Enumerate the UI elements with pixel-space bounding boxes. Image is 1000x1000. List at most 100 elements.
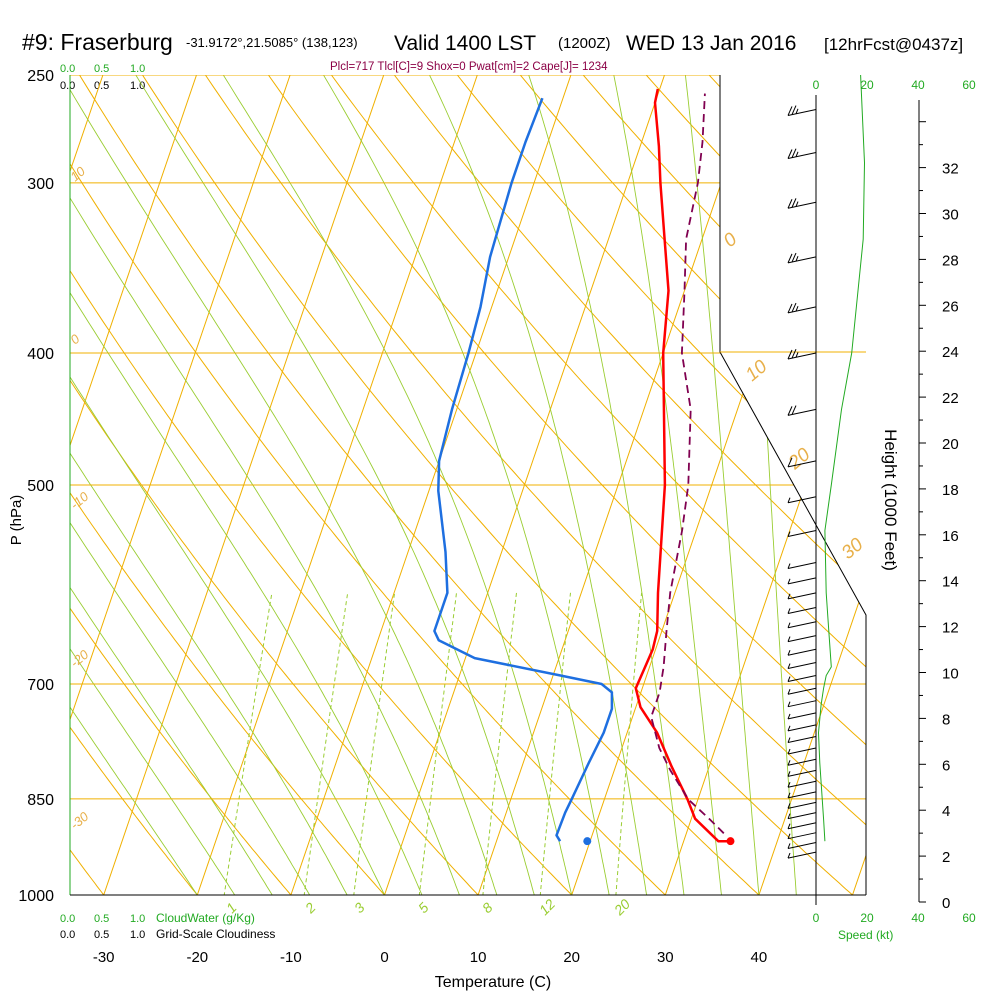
x-tick-label: 10: [470, 949, 487, 966]
wind-barb-flag: [787, 106, 793, 116]
height-tick-label: 12: [942, 620, 959, 637]
isotherm-label: 20: [784, 444, 815, 475]
cloudiness-label: Grid-Scale Cloudiness: [156, 927, 275, 941]
wind-barb-half: [795, 201, 799, 207]
mixing-ratio-line: [349, 592, 396, 895]
wind-barb-staff: [787, 851, 817, 859]
cloud-bottom-1: 1.0: [130, 913, 145, 925]
mixing-ratio-label: 8: [479, 899, 496, 916]
wind-barb-flag: [787, 149, 793, 159]
pressure-tick-label: 400: [27, 346, 54, 363]
isotherm-label: 0: [720, 229, 742, 252]
isotherm-label: 10: [742, 356, 772, 386]
wind-barb-flag: [787, 457, 793, 468]
wind-barb: [787, 712, 817, 720]
wind-barb-staff: [787, 791, 817, 799]
wind-barb-half: [787, 823, 791, 829]
height-tick-label: 10: [942, 666, 959, 683]
wind-barb: [787, 577, 817, 585]
height-tick-label: 4: [942, 803, 950, 820]
wind-barb: [787, 724, 817, 732]
wind-barb-staff: [787, 724, 817, 732]
valid-time: Valid 1400 LST: [394, 32, 536, 55]
mixing-ratio-line: [299, 592, 349, 895]
x-tick-label: -30: [93, 949, 115, 966]
wind-barb-staff: [787, 496, 817, 504]
speed-tick-bottom: 40: [911, 911, 925, 925]
moist-adiabat-line: [207, 75, 579, 895]
dry-adiabat-line: [126, 75, 866, 895]
wind-barb-flag: [787, 199, 793, 209]
wind-barb-staff: [787, 530, 817, 538]
wind-barb-staff: [787, 822, 817, 830]
wind-barb-flag: [791, 405, 797, 415]
mixing-ratio-label: 3: [351, 899, 368, 916]
wind-barb-half: [787, 636, 791, 642]
isotherm-line: [280, 75, 580, 895]
mixing-ratio-line: [219, 592, 273, 895]
wind-barb-staff: [787, 769, 817, 777]
wind-barb-half: [787, 663, 791, 669]
wind-barb: [787, 769, 817, 777]
height-tick-label: 28: [942, 252, 959, 269]
wind-barb-staff: [787, 562, 817, 569]
wind-barb: [787, 621, 817, 629]
wind-barb-half: [787, 782, 791, 788]
wind-barb-staff: [787, 736, 817, 744]
cloud-top-1: 1.0: [130, 63, 145, 75]
surface-temperature-dot: [726, 837, 735, 846]
wind-barb: [787, 635, 817, 643]
wind-barb-staff: [787, 201, 817, 209]
x-tick-label: -20: [186, 949, 208, 966]
dry-adiabat-line: [811, 75, 866, 895]
wind-barb-flag: [787, 253, 793, 264]
wind-barb-half: [787, 578, 791, 585]
wind-barb: [787, 530, 817, 538]
wind-barb-half: [787, 713, 791, 720]
stability-indices: Plcl=717 Tlcl[C]=9 Shox=0 Pwat[cm]=2 Cap…: [330, 61, 608, 73]
wind-barb-flag: [787, 349, 793, 360]
wind-barb: [787, 700, 817, 708]
mixing-ratio-label: 12: [536, 896, 558, 918]
wind-barb: [787, 606, 817, 614]
isotherm-label: -30: [67, 808, 92, 832]
x-tick-label: 30: [657, 949, 674, 966]
wind-barb-half: [795, 108, 799, 114]
cloud-bottom-0: 0.0: [60, 913, 75, 925]
temperature-line: [634, 88, 731, 843]
wind-barb-half: [787, 748, 791, 755]
isotherm-line: [374, 75, 674, 895]
dry-adiabat-line: [70, 75, 317, 895]
wind-barb-half: [787, 843, 791, 849]
isotherm-line: [0, 51, 18, 924]
surface-dewpoint-dot: [583, 837, 592, 846]
wind-barb-staff: [787, 780, 817, 788]
plot-frame: [69, 75, 867, 896]
cloudiness-bottom-05: 0.5: [94, 929, 109, 941]
wind-barb: [787, 747, 817, 755]
wind-barb-staff: [787, 801, 817, 809]
wind-barb: [787, 198, 817, 209]
dry-adiabat-line: [70, 75, 222, 895]
moist-adiabat-line: [308, 75, 616, 895]
wind-barb-staff: [787, 256, 817, 264]
wind-barb-half: [795, 255, 799, 262]
cloud-top-05: 0.5: [94, 63, 109, 75]
wind-barb-staff: [787, 662, 817, 670]
wind-barb-staff: [787, 635, 817, 643]
moist-adiabat-line: [70, 75, 291, 895]
pressure-tick-label: 1000: [18, 888, 54, 905]
date-label: WED 13 Jan 2016: [626, 32, 796, 55]
x-tick-label: 40: [751, 949, 768, 966]
isotherm-line: [467, 75, 767, 895]
cloudiness-top-0: 0.0: [60, 80, 75, 92]
isotherm-line: [70, 75, 299, 895]
wind-barb-staff: [787, 841, 817, 849]
dry-adiabat-line: [188, 75, 866, 895]
wind-barb: [787, 758, 817, 766]
wind-barb-half: [787, 803, 791, 809]
wind-barb: [787, 662, 817, 670]
axes: -30 -20 -10 0 10 20 30 401000850700500400300250…: [18, 68, 958, 966]
isotherm-line: [748, 75, 866, 895]
